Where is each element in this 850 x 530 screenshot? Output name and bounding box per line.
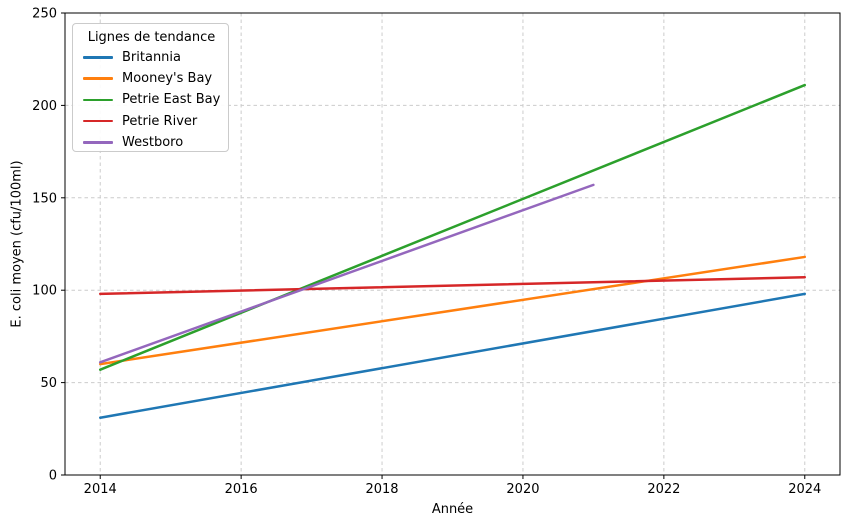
series-line-petrie-east-bay bbox=[98, 83, 807, 371]
x-tick-label: 2024 bbox=[788, 482, 821, 497]
legend-item-petrie-east-bay: Petrie East Bay bbox=[83, 89, 220, 110]
y-axis-label: E. coli moyen (cfu/100ml) bbox=[9, 160, 25, 328]
y-tick-label: 50 bbox=[40, 376, 57, 391]
legend-item-label: Westboro bbox=[122, 134, 184, 150]
x-tick-label: 2022 bbox=[647, 482, 680, 497]
legend: Lignes de tendance Britannia Mooney's Bay… bbox=[72, 23, 229, 152]
plot-border bbox=[64, 12, 841, 476]
y-tick-label: 200 bbox=[32, 99, 57, 114]
y-tick-label: 250 bbox=[32, 7, 57, 22]
y-tick-label: 100 bbox=[32, 284, 57, 299]
legend-line-swatch bbox=[83, 56, 113, 59]
legend-item-westboro: Westboro bbox=[83, 132, 220, 153]
series-line-petrie-river bbox=[98, 276, 807, 296]
legend-item-mooney-s-bay: Mooney's Bay bbox=[83, 68, 220, 89]
legend-item-petrie-river: Petrie River bbox=[83, 111, 220, 132]
legend-item-label: Mooney's Bay bbox=[122, 71, 213, 87]
legend-item-britannia: Britannia bbox=[83, 47, 220, 68]
y-tick-label: 150 bbox=[32, 191, 57, 206]
series-line-westboro bbox=[98, 183, 595, 364]
series-line-britannia bbox=[98, 292, 807, 419]
x-tick-label: 2018 bbox=[365, 482, 398, 497]
x-tick-label: 2016 bbox=[225, 482, 258, 497]
legend-item-label: Britannia bbox=[122, 50, 181, 66]
legend-item-label: Petrie East Bay bbox=[122, 92, 221, 108]
legend-line-swatch bbox=[83, 119, 113, 123]
legend-item-label: Petrie River bbox=[122, 113, 198, 129]
legend-items: Britannia Mooney's Bay Petrie East Bay Petr… bbox=[83, 47, 220, 153]
x-tick-label: 2020 bbox=[506, 482, 539, 497]
legend-title: Lignes de tendance bbox=[87, 30, 216, 45]
legend-line-swatch bbox=[83, 77, 113, 81]
legend-line-swatch bbox=[83, 141, 113, 144]
legend-line-swatch bbox=[83, 98, 113, 102]
y-tick-label: 0 bbox=[49, 469, 57, 484]
series-line-mooney-s-bay bbox=[98, 255, 807, 366]
x-tick-label: 2014 bbox=[84, 482, 117, 497]
x-axis-label: Année bbox=[431, 502, 474, 517]
